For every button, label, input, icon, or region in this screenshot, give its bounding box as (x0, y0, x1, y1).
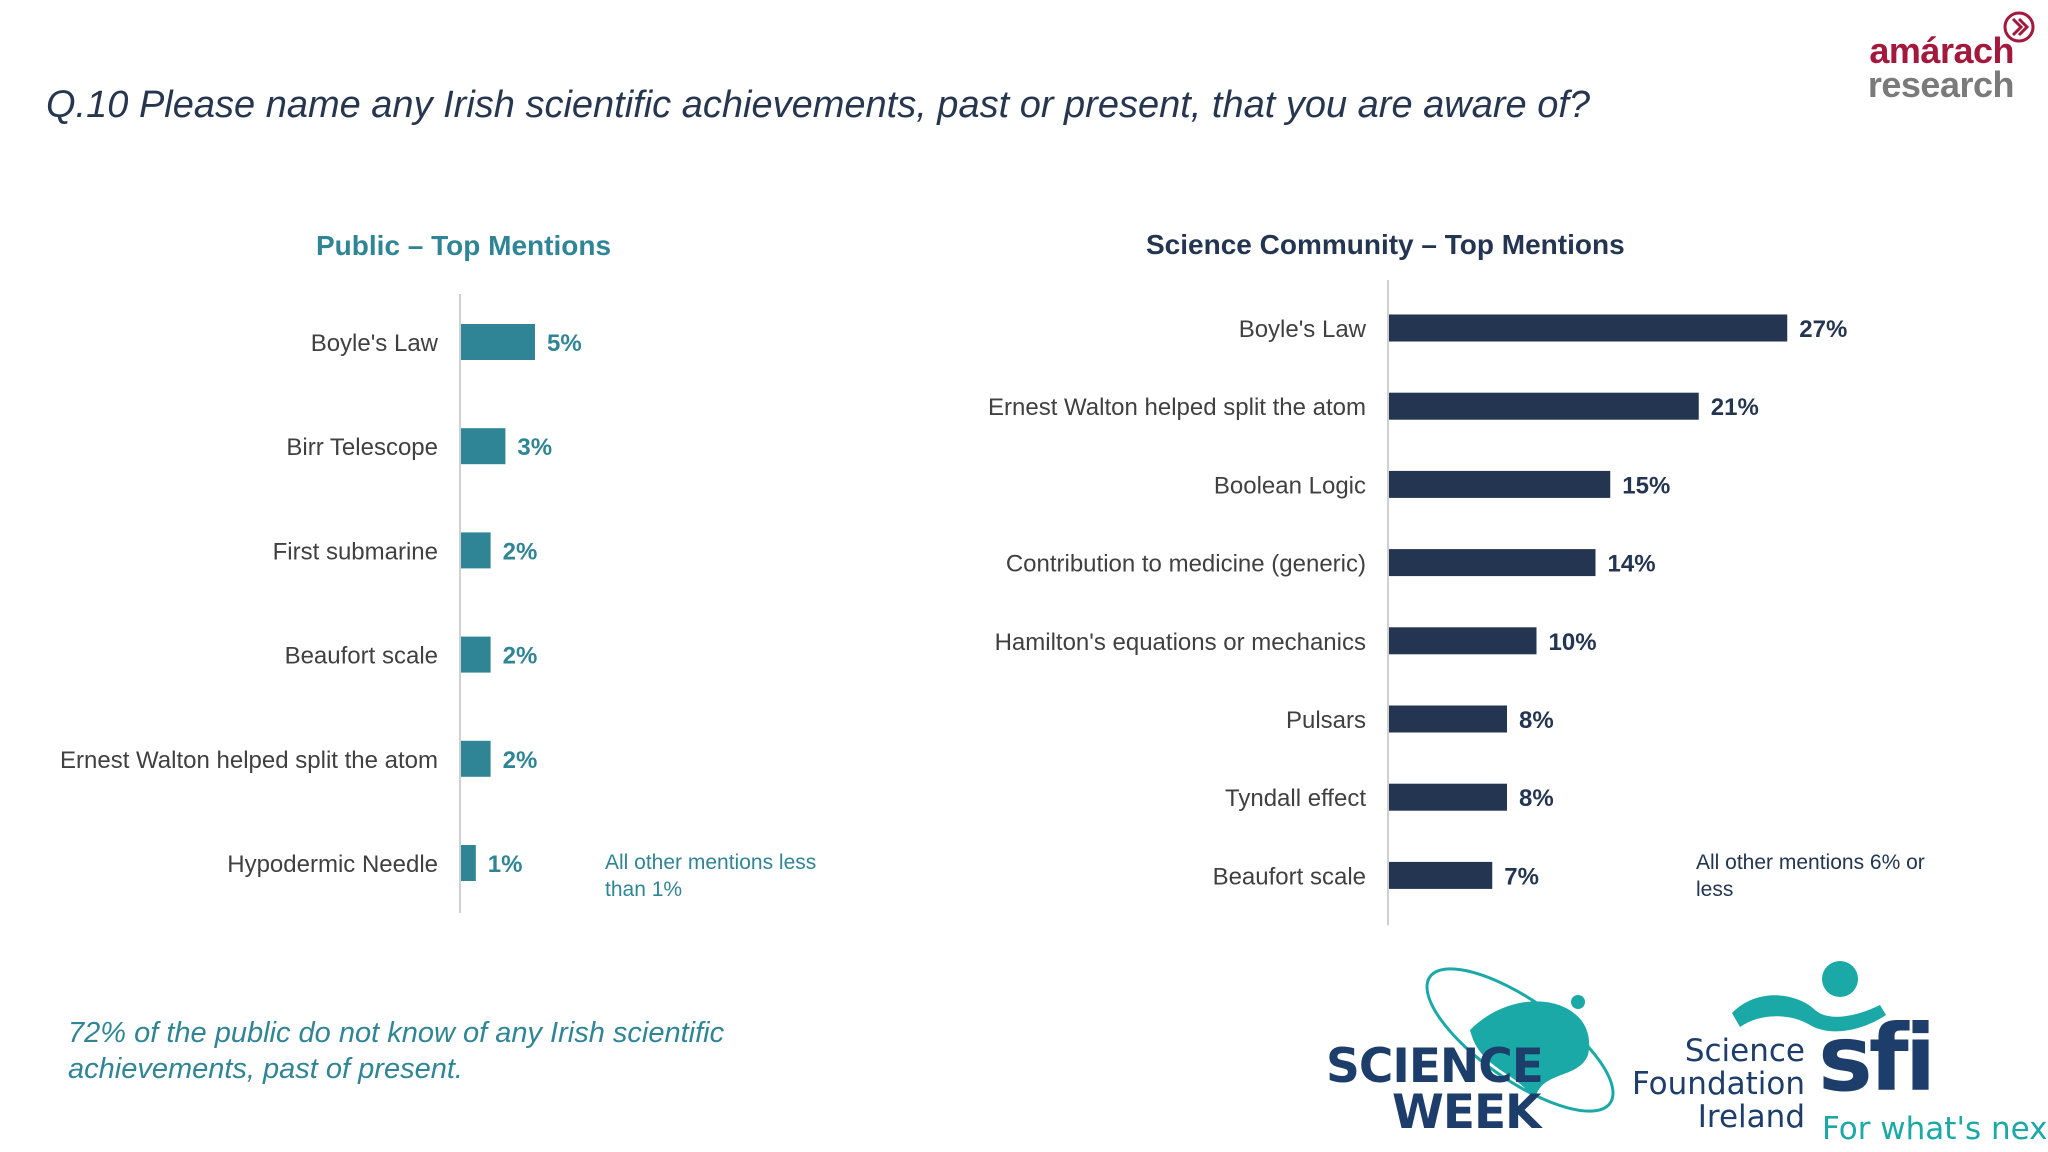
community-value-label: 7% (1504, 863, 1539, 890)
runner-figure-icon (1732, 961, 1886, 1032)
sfi-tagline: For what's next (1822, 1111, 2048, 1147)
public-bar (461, 324, 535, 360)
community-category-label: Boolean Logic (1214, 472, 1366, 499)
amarach-logo: amárach research (1860, 11, 2036, 108)
community-bar-chart: Boyle's Law 27% Ernest Walton helped split… (988, 280, 1847, 926)
science-week-line2: WEEK (1392, 1085, 1541, 1140)
public-value-label: 5% (547, 330, 582, 357)
sfi-logo: Science Foundation Ireland sfi For what'… (1630, 955, 2048, 1147)
community-value-label: 27% (1799, 316, 1847, 343)
public-category-label: First submarine (273, 538, 438, 565)
sfi-words: Science Foundation Ireland (1632, 1035, 1805, 1134)
amarach-logo-line1: amárach (1869, 30, 2014, 71)
community-bar (1389, 627, 1537, 655)
community-chart-title: Science Community – Top Mentions (1146, 229, 1625, 260)
community-category-label: Contribution to medicine (generic) (1006, 551, 1366, 578)
public-value-label: 1% (488, 851, 523, 878)
sfi-word-ireland: Ireland (1697, 1099, 1805, 1135)
public-category-label: Beaufort scale (285, 643, 438, 670)
community-category-label: Tyndall effect (1225, 785, 1366, 812)
public-category-label: Boyle's Law (311, 330, 439, 357)
community-bar (1389, 392, 1699, 420)
public-bar (461, 532, 491, 569)
community-category-label: Hamilton's equations or mechanics (995, 629, 1366, 656)
community-value-label: 8% (1519, 785, 1554, 812)
community-bar (1389, 314, 1788, 342)
science-week-line1: SCIENCE (1326, 1039, 1544, 1094)
sfi-word-science: Science (1684, 1033, 1805, 1069)
community-category-label: Beaufort scale (1213, 863, 1366, 890)
public-chart-title: Public – Top Mentions (316, 230, 612, 261)
community-bar (1389, 470, 1611, 498)
question-title: Q.10 Please name any Irish scientific ac… (46, 84, 1591, 126)
science-week-logo: SCIENCE WEEK (1320, 960, 1630, 1140)
chevron-logo-icon (2003, 11, 2035, 43)
community-bar (1389, 783, 1507, 811)
public-value-label: 3% (517, 434, 552, 461)
public-value-label: 2% (503, 538, 538, 565)
community-category-label: Boyle's Law (1239, 316, 1367, 343)
footnote: 72% of the public do not know of any Iri… (68, 1017, 725, 1085)
public-category-label: Birr Telescope (286, 434, 438, 461)
community-value-label: 21% (1711, 394, 1759, 421)
community-value-label: 14% (1608, 551, 1656, 578)
community-bar (1389, 861, 1493, 889)
public-category-label: Ernest Walton helped split the atom (60, 747, 438, 774)
public-other-mentions-note: All other mentions less than 1% (605, 851, 817, 901)
community-category-label: Pulsars (1286, 707, 1366, 734)
community-other-mentions-note: All other mentions 6% or less (1696, 851, 1925, 901)
public-value-label: 2% (503, 643, 538, 670)
community-value-label: 8% (1519, 707, 1554, 734)
public-category-label: Hypodermic Needle (227, 851, 438, 878)
public-bar (461, 740, 491, 777)
public-bar (461, 636, 491, 673)
atom-orbit-icon (1425, 967, 1615, 1113)
public-bar (461, 428, 506, 465)
amarach-logo-line2: research (1867, 64, 2015, 105)
community-value-label: 10% (1549, 629, 1597, 656)
public-bar-chart: Boyle's Law 5% Birr Telescope 3% First subma… (60, 294, 582, 913)
community-bar (1389, 705, 1507, 733)
community-value-label: 15% (1622, 472, 1670, 499)
sfi-word-foundation: Foundation (1631, 1066, 1805, 1102)
community-category-label: Ernest Walton helped split the atom (988, 394, 1366, 421)
community-bar (1389, 549, 1596, 577)
public-bar (461, 845, 476, 881)
public-value-label: 2% (503, 747, 538, 774)
sfi-mark: sfi (1818, 1005, 1936, 1112)
